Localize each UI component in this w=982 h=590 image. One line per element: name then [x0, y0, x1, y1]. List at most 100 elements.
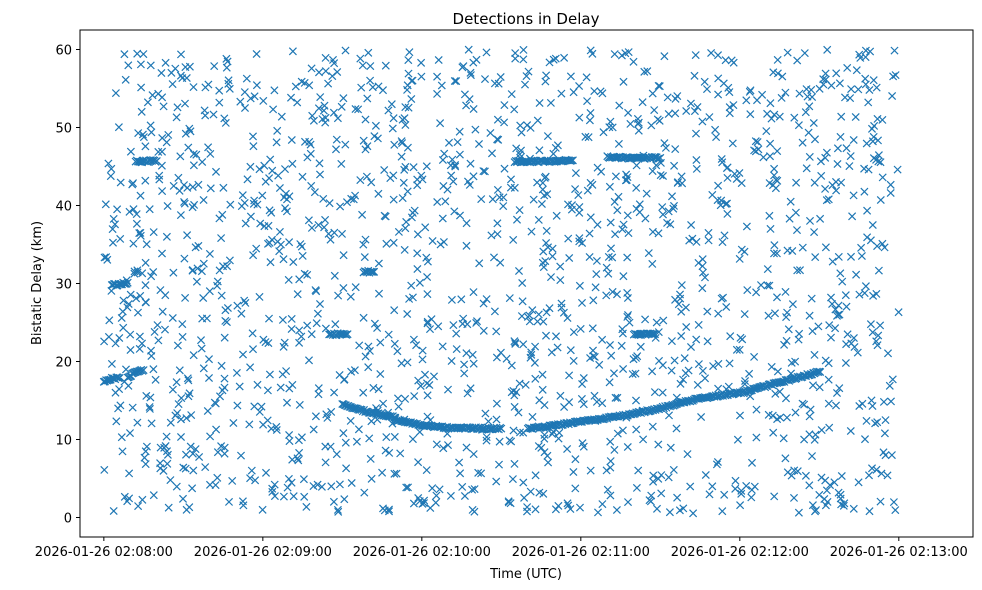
detection-point	[429, 372, 439, 381]
plot-area	[99, 45, 903, 518]
detection-point	[657, 489, 666, 498]
detection-point	[434, 322, 443, 331]
detection-point	[248, 132, 258, 141]
detection-point	[716, 201, 725, 210]
detection-point	[154, 336, 163, 345]
detection-point	[145, 205, 154, 214]
detection-point	[731, 484, 740, 493]
detection-point	[685, 236, 694, 245]
detection-point	[407, 76, 416, 85]
detection-point	[245, 420, 254, 429]
detection-point	[108, 225, 117, 234]
detection-point	[359, 388, 368, 397]
detection-point	[606, 218, 615, 227]
detection-point	[129, 205, 138, 214]
detection-point	[138, 495, 147, 504]
x-tick-label: 2026-01-26 02:08:00	[35, 545, 173, 560]
detection-point	[154, 147, 163, 156]
detection-point	[298, 251, 307, 260]
detection-point	[288, 159, 297, 168]
detection-point	[585, 229, 594, 238]
track-point	[139, 366, 148, 375]
detection-point	[671, 109, 680, 118]
detection-point	[826, 333, 836, 342]
detection-point	[401, 103, 410, 112]
detection-point	[142, 391, 151, 400]
detection-point	[289, 492, 298, 501]
detection-point	[297, 332, 306, 341]
detection-point	[703, 307, 712, 316]
detection-point	[832, 311, 842, 320]
detection-point	[357, 83, 366, 92]
detection-point	[457, 295, 466, 304]
detection-point	[462, 101, 471, 110]
detection-point	[610, 197, 619, 206]
detection-point	[390, 432, 399, 441]
detection-point	[619, 77, 628, 86]
detection-point	[270, 492, 279, 501]
detection-point	[879, 397, 888, 406]
detection-point	[727, 56, 736, 65]
detection-point	[196, 336, 206, 345]
detection-point	[361, 115, 370, 124]
detection-point	[316, 93, 325, 102]
detection-point	[475, 259, 484, 268]
detection-point	[121, 365, 131, 374]
x-tick-label: 2026-01-26 02:13:00	[830, 545, 968, 560]
detection-point	[488, 195, 497, 204]
detection-point	[835, 310, 844, 319]
detection-point	[248, 329, 257, 338]
detection-point	[566, 72, 575, 81]
detection-point	[551, 54, 560, 63]
detection-point	[125, 469, 134, 478]
detection-point	[527, 350, 536, 359]
detection-point	[265, 174, 274, 183]
detection-point	[509, 235, 518, 244]
detection-point	[106, 172, 115, 181]
detection-point	[874, 266, 883, 275]
detection-point	[777, 93, 786, 102]
detection-point	[845, 162, 854, 171]
detection-point	[838, 277, 847, 286]
detection-point	[423, 290, 432, 299]
detection-point	[842, 144, 851, 153]
detection-point	[737, 179, 746, 188]
detection-point	[753, 137, 762, 147]
detection-point	[876, 497, 885, 506]
detection-point	[436, 119, 445, 128]
detection-point	[692, 155, 701, 165]
detection-point	[698, 268, 708, 277]
detection-point	[356, 176, 365, 185]
detection-point	[284, 474, 293, 483]
detection-point	[814, 322, 823, 331]
detection-point	[539, 247, 548, 256]
detection-point	[355, 341, 364, 350]
detection-point	[673, 493, 682, 502]
detection-point	[462, 241, 471, 250]
detection-point	[828, 257, 837, 266]
detection-point	[299, 475, 308, 484]
detection-point	[164, 503, 173, 512]
detection-point	[571, 484, 580, 493]
detection-point	[598, 500, 607, 509]
detection-point	[142, 442, 151, 451]
detection-point	[317, 482, 326, 491]
detection-point	[596, 87, 605, 96]
detection-point	[825, 423, 834, 432]
detection-point	[602, 291, 611, 300]
detection-point	[126, 147, 135, 156]
detection-point	[146, 393, 155, 402]
detection-point	[441, 197, 450, 206]
detection-point	[669, 204, 678, 213]
detection-point	[824, 375, 833, 384]
detection-point	[251, 476, 260, 485]
detection-point	[586, 466, 595, 475]
detection-point	[528, 412, 537, 421]
detection-point	[743, 286, 752, 295]
detection-point	[253, 200, 262, 209]
detection-point	[850, 342, 859, 352]
detection-point	[648, 422, 657, 431]
detection-point	[205, 249, 214, 258]
track-point	[647, 330, 656, 339]
detection-point	[893, 165, 902, 174]
